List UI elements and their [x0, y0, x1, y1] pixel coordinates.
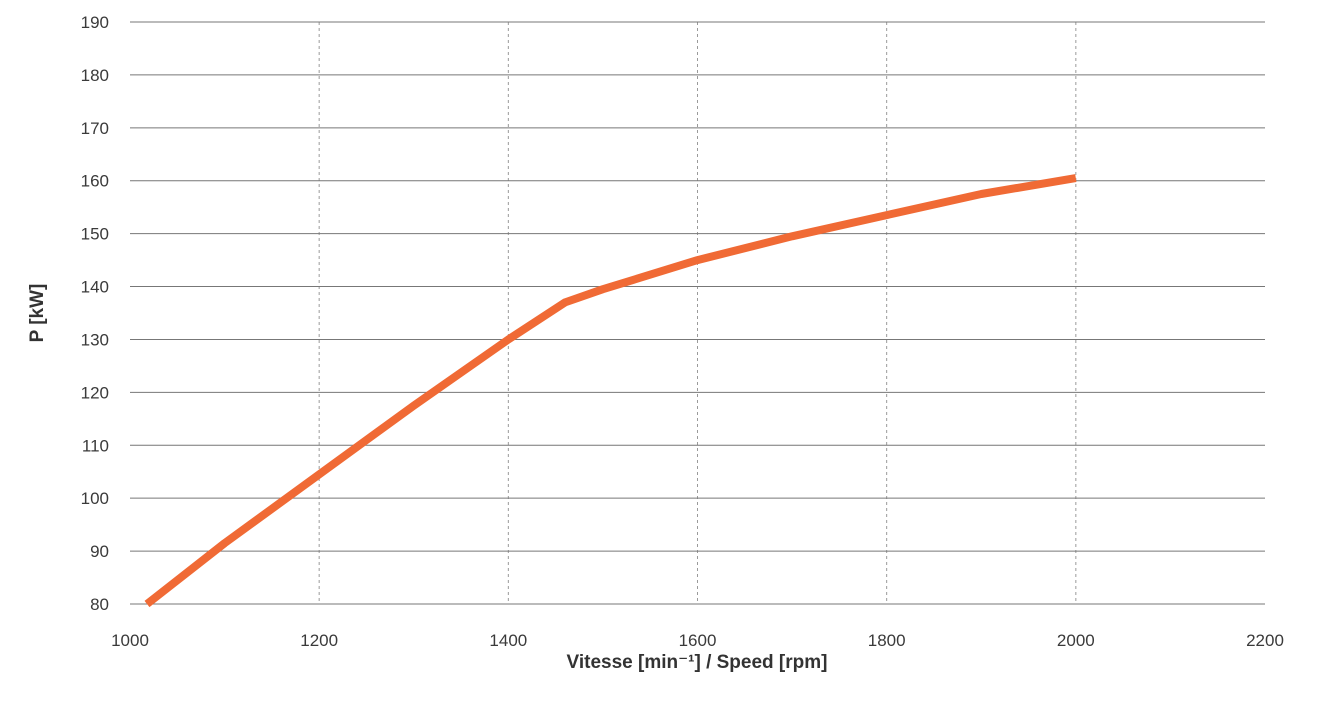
- x-tick-label: 1200: [300, 631, 338, 650]
- y-tick-label: 150: [81, 225, 109, 244]
- y-tick-label: 190: [81, 13, 109, 32]
- y-tick-label: 130: [81, 330, 109, 349]
- x-tick-label: 1400: [489, 631, 527, 650]
- x-tick-label: 2200: [1246, 631, 1284, 650]
- x-tick-label: 1000: [111, 631, 149, 650]
- y-tick-label: 160: [81, 172, 109, 191]
- power-series-line: [144, 174, 1077, 608]
- y-tick-label: 80: [90, 595, 109, 614]
- y-tick-label: 90: [90, 542, 109, 561]
- y-tick-label: 110: [82, 436, 109, 455]
- series: [144, 174, 1077, 608]
- grid: [130, 21, 1265, 605]
- y-tick-label: 120: [81, 383, 109, 402]
- x-tick-label: 2000: [1057, 631, 1095, 650]
- y-axis-title: P [kW]: [27, 284, 48, 343]
- y-tick-label: 140: [81, 278, 109, 297]
- x-axis-title: Vitesse [min⁻¹] / Speed [rpm]: [567, 652, 828, 673]
- x-tick-label: 1600: [679, 631, 717, 650]
- tick-labels: 1000 1200 1400 1600 1800 2000 2200 80 90 100 110 12…: [81, 13, 1284, 650]
- y-tick-label: 170: [81, 119, 109, 138]
- y-tick-label: 180: [81, 66, 109, 85]
- y-tick-label: 100: [81, 489, 109, 508]
- x-tick-label: 1800: [868, 631, 906, 650]
